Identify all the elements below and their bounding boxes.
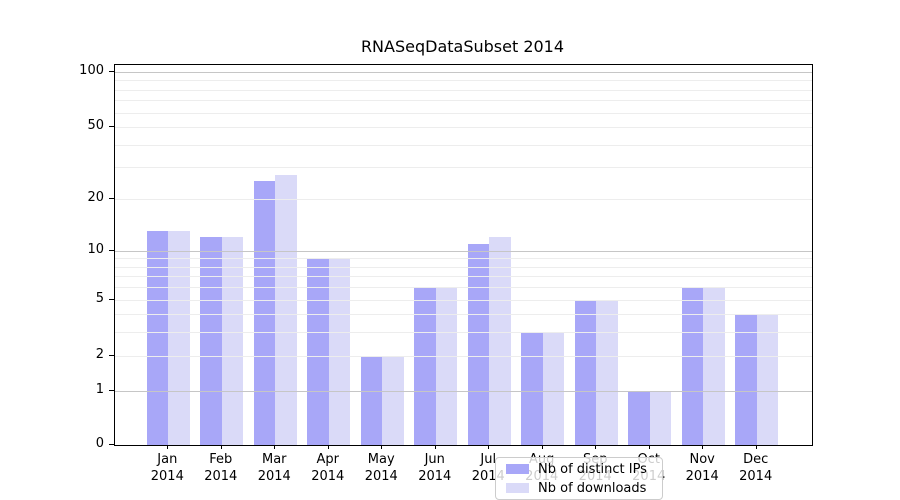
legend-label-distinct-ips: Nb of distinct IPs [538, 461, 647, 477]
bar-nb-of-downloads-oct-2014 [649, 390, 672, 445]
bar-nb-of-distinct-ips-jun-2014 [414, 287, 436, 445]
x-tick-jan-2014 [167, 444, 169, 449]
x-tick-apr-2014 [327, 444, 329, 449]
bar-nb-of-distinct-ips-aug-2014 [521, 331, 543, 445]
x-tick-label-apr-2014: Apr 2014 [311, 452, 345, 484]
bar-nb-of-distinct-ips-jul-2014 [467, 243, 490, 445]
bar-nb-of-distinct-ips-may-2014 [360, 356, 383, 445]
y-tick-label-5: 5 [95, 291, 104, 307]
x-tick-label-jan-2014: Jan 2014 [150, 452, 184, 484]
legend-swatch-distinct-ips [506, 464, 529, 474]
bar-nb-of-downloads-feb-2014 [221, 237, 244, 445]
x-tick-nov-2014 [702, 444, 704, 449]
y-tick-label-10: 10 [87, 242, 104, 257]
x-tick-jun-2014 [434, 444, 436, 449]
bar-nb-of-distinct-ips-dec-2014 [735, 313, 757, 445]
x-tick-mar-2014 [274, 444, 276, 449]
x-tick-label-may-2014: May 2014 [364, 452, 398, 484]
y-tick-2 [109, 355, 114, 357]
bar-nb-of-distinct-ips-feb-2014 [200, 237, 222, 445]
bar-nb-of-distinct-ips-mar-2014 [253, 181, 276, 445]
y-tick-100 [109, 71, 114, 72]
bar-nb-of-distinct-ips-apr-2014 [307, 258, 329, 445]
y-tick-label-0: 0 [95, 436, 104, 451]
bar-nb-of-downloads-apr-2014 [328, 258, 351, 445]
y-tick-50 [109, 126, 114, 127]
y-tick-20 [109, 198, 114, 199]
x-tick-label-mar-2014: Mar 2014 [257, 452, 291, 484]
x-tick-sep-2014 [595, 444, 597, 449]
legend: Nb of distinct IPs Nb of downloads [495, 457, 663, 500]
y-tick-label-1: 1 [95, 381, 104, 397]
bar-nb-of-downloads-mar-2014 [275, 175, 297, 445]
x-tick-label-jun-2014: Jun 2014 [418, 452, 452, 484]
x-tick-oct-2014 [648, 444, 650, 449]
bar-nb-of-downloads-jan-2014 [168, 231, 190, 445]
bar-nb-of-distinct-ips-jan-2014 [146, 231, 169, 445]
y-tick-label-2: 2 [95, 347, 104, 363]
x-tick-label-dec-2014: Dec 2014 [739, 452, 773, 484]
x-tick-dec-2014 [755, 444, 757, 449]
legend-item-distinct-ips: Nb of distinct IPs [496, 461, 662, 477]
bar-nb-of-downloads-aug-2014 [542, 331, 565, 445]
bar-nb-of-downloads-sep-2014 [596, 300, 618, 445]
bar-nb-of-downloads-may-2014 [382, 356, 404, 445]
chart-title: RNASeqDataSubset 2014 [360, 37, 565, 56]
y-tick-label-50: 50 [87, 118, 104, 133]
x-tick-label-nov-2014: Nov 2014 [685, 452, 719, 484]
y-tick-0 [109, 444, 114, 445]
plot-area: Nb of distinct IPs Nb of downloads [114, 64, 813, 500]
bars-layer [115, 65, 812, 445]
bar-nb-of-downloads-nov-2014 [703, 287, 725, 445]
x-tick-may-2014 [381, 444, 383, 449]
x-tick-aug-2014 [541, 444, 543, 449]
bar-nb-of-distinct-ips-sep-2014 [574, 300, 597, 445]
legend-swatch-downloads [506, 483, 529, 493]
bar-nb-of-downloads-jun-2014 [435, 287, 458, 445]
y-tick-10 [109, 250, 114, 251]
x-tick-label-feb-2014: Feb 2014 [204, 452, 238, 484]
bar-nb-of-downloads-jul-2014 [489, 237, 511, 445]
legend-label-downloads: Nb of downloads [538, 480, 647, 496]
y-tick-5 [109, 299, 114, 301]
bar-nb-of-distinct-ips-nov-2014 [681, 287, 704, 445]
x-tick-feb-2014 [220, 444, 222, 449]
legend-item-downloads: Nb of downloads [496, 480, 662, 496]
y-tick-label-100: 100 [79, 63, 104, 78]
bar-nb-of-distinct-ips-oct-2014 [628, 390, 650, 445]
y-tick-1 [109, 389, 114, 391]
y-tick-label-20: 20 [87, 190, 104, 205]
x-tick-jul-2014 [488, 444, 490, 449]
bar-nb-of-downloads-dec-2014 [756, 313, 779, 445]
